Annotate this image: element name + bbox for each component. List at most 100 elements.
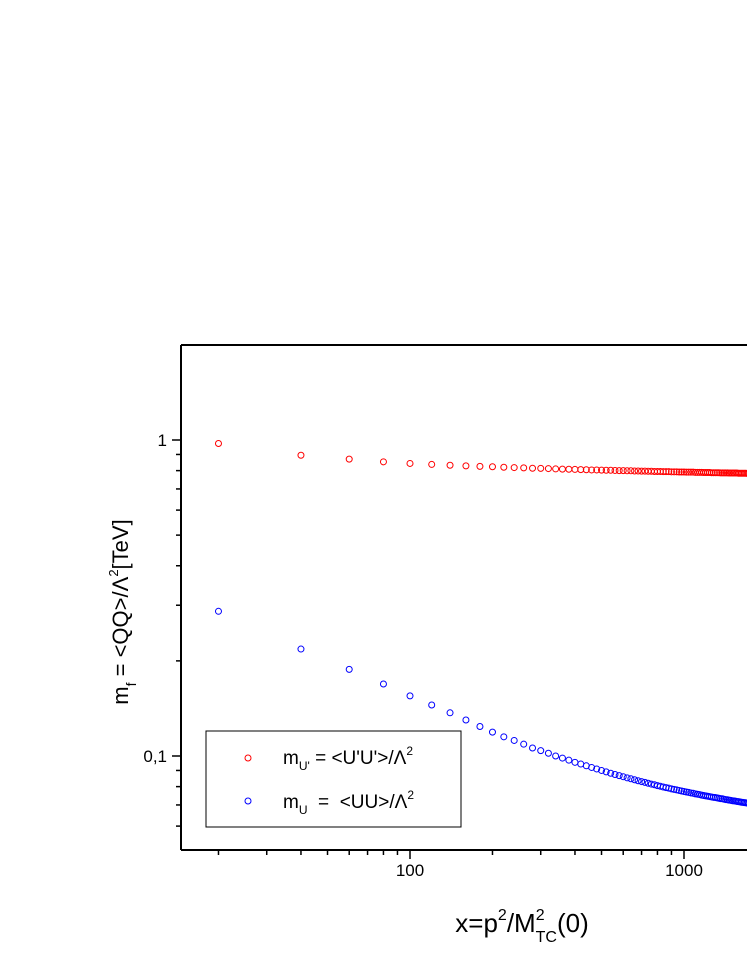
data-point [634,467,642,475]
data-point [631,467,639,475]
data-point [678,468,686,476]
data-point [558,754,566,762]
data-point [462,716,470,724]
data-point [627,467,635,475]
data-point [488,728,496,736]
data-point [345,665,353,673]
data-point [627,775,635,783]
data-point [297,645,305,653]
y-axis-title-end: [TeV] [108,519,133,569]
data-point [667,785,675,793]
y-tick-label: 0,1 [143,747,167,766]
series-0 [214,439,747,477]
data-point [537,747,545,755]
data-point [638,778,646,786]
data-point [598,466,606,474]
axes [172,344,747,859]
data-point [582,466,590,474]
y-axis-title: mf = <QQ>/Λ2[TeV] [106,519,139,704]
data-point [593,765,601,773]
data-point [641,778,649,786]
data-point [476,462,484,470]
data-point [552,465,560,473]
data-point [598,766,606,774]
tick-labels: 100 1000 0,1 1 [143,431,703,880]
legend-label-mu: mU = <UU>/Λ2 [283,788,414,817]
data-point [611,770,619,778]
legend-label-mu-sup: 2 [407,788,414,802]
data-point [544,465,552,473]
legend-label-mu-main: m [283,792,299,813]
data-point [745,470,747,477]
legend-label-mu-prime-main: m [283,748,299,769]
data-point [565,756,573,764]
data-point [638,467,646,475]
data-point [619,773,627,781]
data-point [588,466,596,474]
x-axis-title-end: (0) [557,908,589,938]
data-point [500,463,508,471]
data-point [670,785,678,793]
data-point [446,709,454,717]
legend-marker-mu-prime [244,754,252,762]
data-point [682,468,690,476]
data-point [667,468,675,476]
data-point [537,464,545,472]
data-point [488,463,496,471]
x-axis-title-main: x=p [455,908,498,938]
data-point [462,462,470,470]
data-point [673,786,681,794]
data-point [510,736,518,744]
x-axis-title-sup1: 2 [498,907,507,924]
x-axis-title-sup2: 2 [536,907,545,924]
data-point [602,466,610,474]
data-point [345,455,353,463]
data-point [520,740,528,748]
data-point [214,607,222,615]
data-point [428,701,436,709]
data-point [615,467,623,475]
data-point [379,458,387,466]
data-point [743,469,747,477]
data-point [623,774,631,782]
x-axis-title-sub: TC [536,929,557,946]
data-point [619,467,627,475]
legend-label-mu-prime-sup: 2 [406,744,413,758]
data-point [446,461,454,469]
y-axis-title-sub: f [123,682,139,686]
x-tick-label: 100 [396,861,424,880]
data-point [623,467,631,475]
legend-box [205,730,462,828]
data-point [711,469,719,477]
data-point [602,768,610,776]
data-point [510,464,518,472]
legend-marker-mu [244,797,252,805]
legend-label-mu-prime: mU' = <U'U'>/Λ2 [283,744,413,773]
data-point [745,800,747,807]
data-point [428,460,436,468]
data-point [476,722,484,730]
data-point [615,772,623,780]
x-axis-title-mid: /M [507,908,536,938]
data-point [644,779,652,787]
x-tick-label: 1000 [665,861,703,880]
data-point [607,466,615,474]
data-point [607,769,615,777]
data-point [500,733,508,741]
data-point [588,763,596,771]
data-point [520,464,528,472]
data-point [214,439,222,447]
data-point [687,468,695,476]
legend-label-mu-rest: = <UU>/Λ [308,792,408,813]
data-point [544,749,552,757]
data-point [593,466,601,474]
data-point [406,459,414,467]
data-point [529,464,537,472]
data-point [406,692,414,700]
legend-label-mu-prime-rest: = <U'U'>/Λ [310,748,407,769]
legend-label-mu-sub: U [299,803,308,817]
legend: mU' = <U'U'>/Λ2 mU = <UU>/Λ2 [205,730,462,828]
legend-label-mu-prime-sub: U' [299,759,310,773]
data-point [743,799,747,807]
